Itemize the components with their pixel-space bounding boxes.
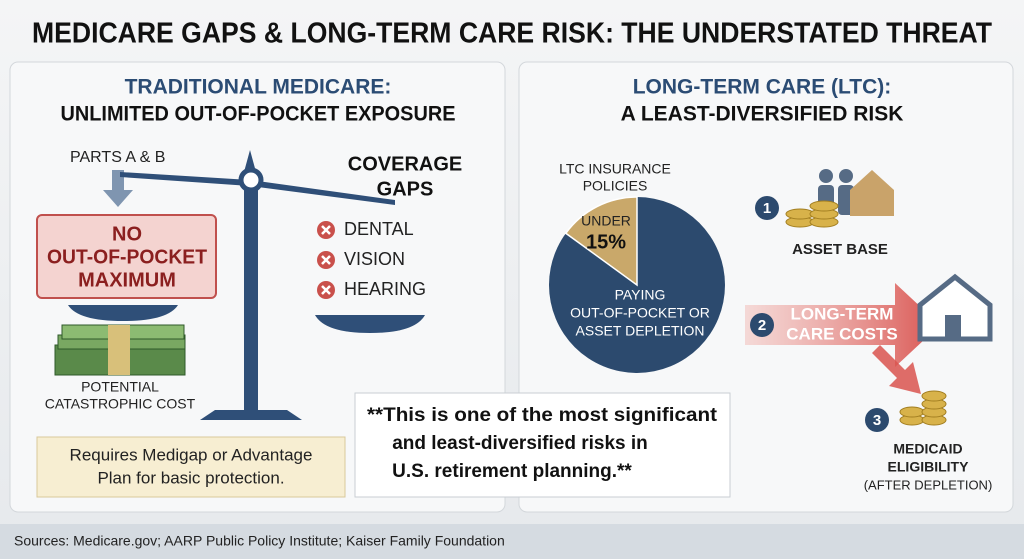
note-text: Plan for basic protection.: [97, 468, 284, 487]
warning-box: [36, 214, 217, 299]
step-label: LONG-TERM: [791, 304, 894, 323]
house-icon: [917, 273, 993, 342]
gap-icon-x: [321, 285, 331, 295]
step-badge: [755, 196, 779, 220]
pie: [564, 196, 638, 287]
step-label: ELIGIBILITY: [888, 459, 970, 475]
down-right-arrow: [872, 345, 921, 394]
pie-value-label: 15%: [586, 231, 626, 253]
step-badge: [865, 408, 889, 432]
step-number: 1: [763, 200, 771, 217]
warning-text: OUT-OF-POCKET: [47, 246, 207, 268]
cost-label: POTENTIAL: [81, 379, 159, 395]
pie-rest-label: ASSET DEPLETION: [576, 323, 705, 339]
step-number: 3: [873, 412, 881, 429]
callout-text: and least-diversified risks in: [392, 433, 648, 454]
callout-text: U.S. retirement planning.**: [392, 461, 632, 482]
step-label: MEDICAID: [893, 441, 962, 457]
step-number: 2: [758, 317, 766, 334]
gaps-title: COVERAGE: [348, 153, 462, 175]
pie-prefix: UNDER: [581, 213, 631, 229]
gap-icon-x: [321, 255, 331, 265]
pie-rest-label: PAYING: [615, 287, 666, 303]
gap-icon-x: [321, 225, 331, 235]
scale: [68, 150, 425, 420]
left-title: TRADITIONAL MEDICARE:: [125, 76, 392, 99]
right-subtitle: A LEAST-DIVERSIFIED RISK: [621, 103, 904, 126]
right-title: LONG-TERM CARE (LTC):: [633, 76, 892, 99]
pie-title: LTC INSURANCE: [559, 161, 671, 177]
pie-wedge: [564, 196, 638, 287]
note-text: Requires Medigap or Advantage: [70, 445, 313, 464]
gaps-title: GAPS: [377, 178, 434, 200]
pie-title: POLICIES: [583, 178, 648, 194]
step-label: CARE COSTS: [786, 324, 897, 343]
cost-label: CATASTROPHIC COST: [45, 396, 196, 412]
pie-rest-label: OUT-OF-POCKET OR: [570, 305, 710, 321]
left-subtitle: UNLIMITED OUT-OF-POCKET EXPOSURE: [61, 103, 456, 126]
gap-label: VISION: [344, 249, 405, 269]
note-box: [36, 436, 346, 498]
step-label: (AFTER DEPLETION): [864, 477, 993, 492]
down-arrow: [103, 170, 133, 207]
parts-label: PARTS A & B: [70, 149, 165, 166]
cost-arrow: [745, 283, 940, 367]
step-label: ASSET BASE: [792, 241, 888, 258]
footer-band: [0, 524, 1024, 559]
callout-box: [354, 392, 731, 498]
coins-icon: [899, 390, 947, 426]
main-title: MEDICARE GAPS & LONG-TERM CARE RISK: THE…: [32, 18, 992, 50]
callout-text: **This is one of the most significant: [367, 405, 718, 426]
warning-text: NO: [112, 223, 142, 245]
warning-text: MAXIMUM: [78, 269, 176, 291]
gap-label: DENTAL: [344, 219, 414, 239]
gap-label: HEARING: [344, 279, 426, 299]
gap-list: DENTAL VISION HEARING: [317, 219, 426, 299]
footer-sources: Sources: Medicare.gov; AARP Public Polic…: [14, 533, 505, 549]
step-badge: [750, 313, 774, 337]
asset-icon: [785, 169, 894, 228]
money-stack: [54, 324, 186, 376]
